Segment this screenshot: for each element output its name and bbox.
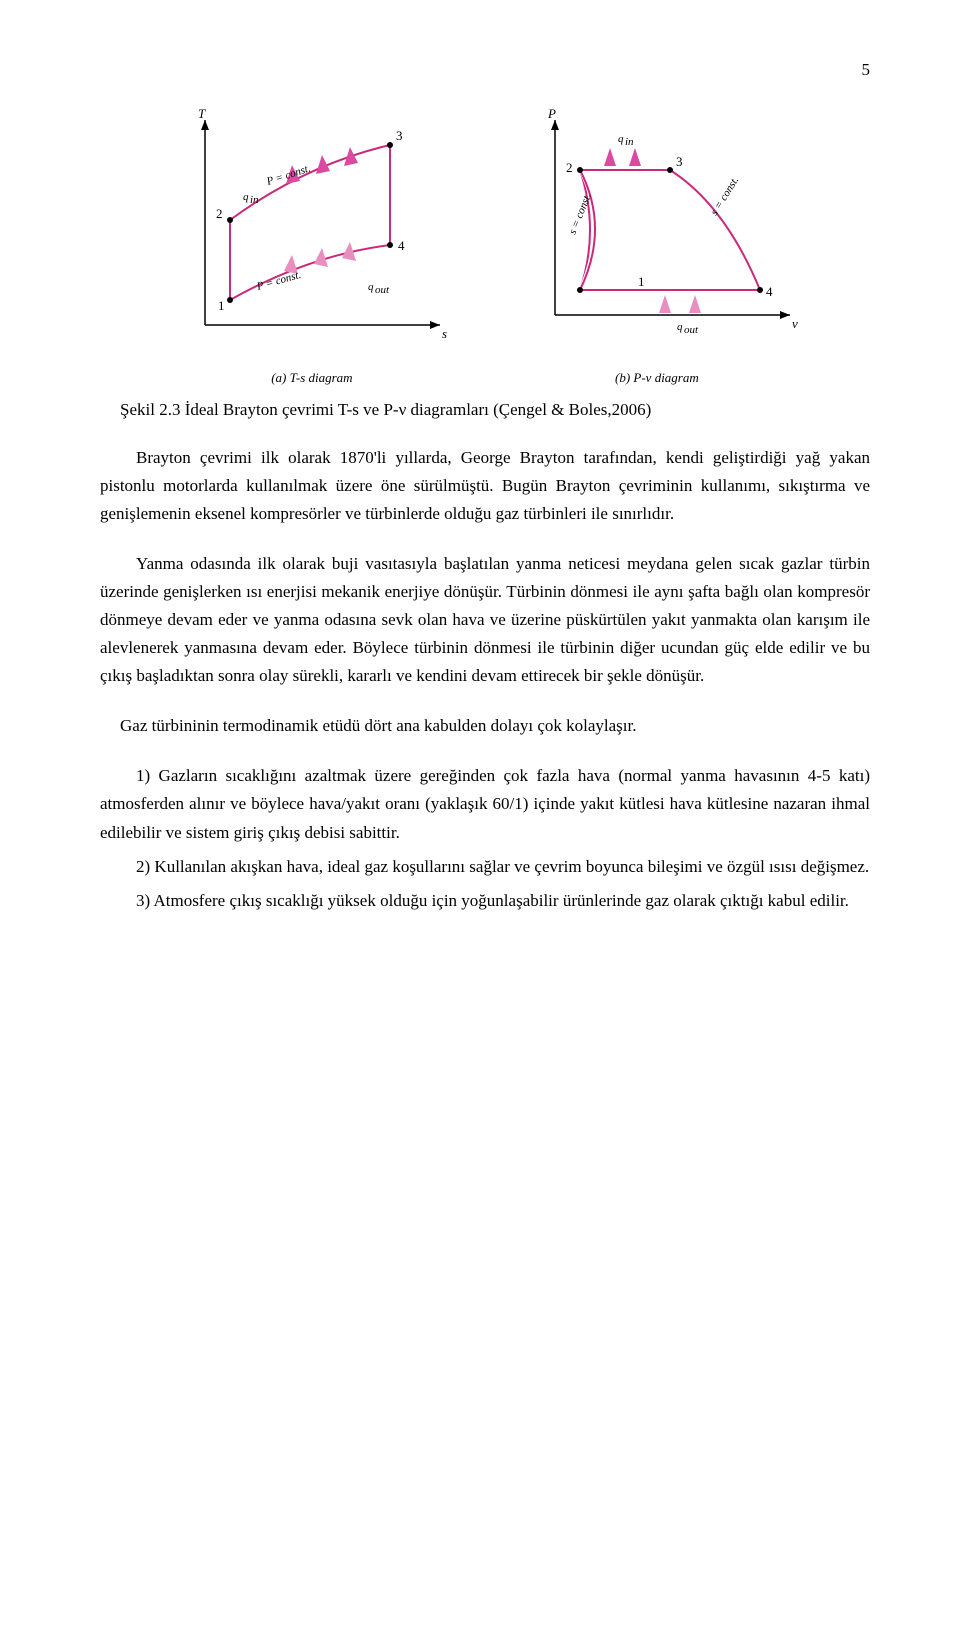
svg-text:T: T [198,106,206,121]
svg-text:2: 2 [216,206,223,221]
svg-text:q: q [677,321,683,333]
paragraph-2: Yanma odasında ilk olarak buji vasıtasıy… [100,550,870,690]
svg-text:P: P [547,106,556,121]
svg-text:1: 1 [218,298,225,313]
svg-text:in: in [250,194,259,206]
svg-text:4: 4 [398,238,405,253]
page-container: 5 T s 1 [0,0,960,981]
svg-text:3: 3 [396,128,403,143]
svg-text:out: out [375,284,390,296]
svg-text:q: q [243,191,249,203]
paragraph-3: Gaz türbininin termodinamik etüdü dört a… [100,712,870,740]
paragraph-1: Brayton çevrimi ilk olarak 1870'li yılla… [100,444,870,528]
pv-diagram: P v 2 3 1 4 [500,90,820,360]
svg-text:s: s [442,326,447,341]
figure-caption: Şekil 2.3 İdeal Brayton çevrimi T-s ve P… [120,400,870,420]
svg-text:P = const.: P = const. [255,269,303,293]
svg-text:4: 4 [766,284,773,299]
ts-caption: (a) T-s diagram [271,370,352,386]
list-item-1: 1) Gazların sıcaklığını azaltmak üzere g… [100,762,870,846]
svg-text:2: 2 [566,160,573,175]
diagrams-row: T s 1 2 3 4 [100,90,870,360]
svg-text:1: 1 [638,274,645,289]
ts-diagram: T s 1 2 3 4 [150,90,470,360]
svg-text:v: v [792,316,798,331]
page-number: 5 [100,60,870,80]
pv-caption: (b) P-v diagram [615,370,699,386]
list-item-2: 2) Kullanılan akışkan hava, ideal gaz ko… [100,853,870,881]
svg-text:out: out [684,324,699,336]
svg-text:q: q [368,281,374,293]
svg-text:3: 3 [676,154,683,169]
list-item-3: 3) Atmosfere çıkış sıcaklığı yüksek oldu… [100,887,870,915]
svg-text:in: in [625,136,634,148]
svg-text:s = const.: s = const. [708,175,741,218]
svg-text:q: q [618,133,624,145]
diagram-captions: (a) T-s diagram (b) P-v diagram [100,370,870,386]
